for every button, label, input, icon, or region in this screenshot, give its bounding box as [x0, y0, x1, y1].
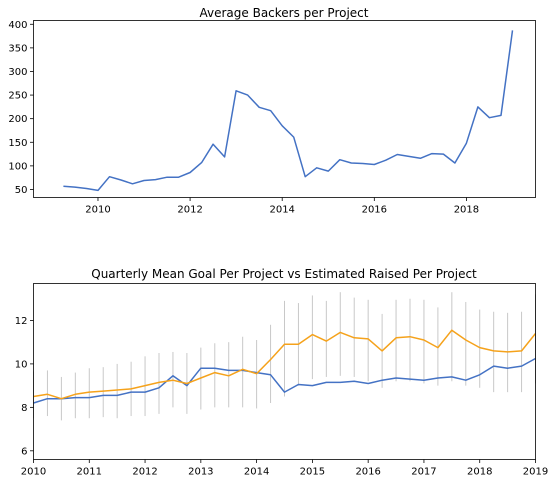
- y-tick-label: 350: [8, 43, 27, 54]
- y-tick-label: 150: [8, 138, 27, 149]
- x-tick-label: 2018: [454, 205, 479, 216]
- chart-title: Average Backers per Project: [200, 6, 369, 20]
- chart-title: Quarterly Mean Goal Per Project vs Estim…: [91, 267, 477, 281]
- x-tick-label: 2018: [467, 467, 492, 478]
- y-tick-label: 6: [21, 446, 27, 457]
- x-tick-label: 2010: [85, 205, 110, 216]
- series-line-1: [63, 30, 514, 192]
- y-tick-label: 50: [15, 185, 28, 196]
- x-tick-label: 2010: [21, 467, 46, 478]
- x-tick-label: 2014: [269, 205, 294, 216]
- plot-frame: [33, 283, 536, 460]
- y-tick-label: 100: [8, 161, 27, 172]
- x-tick-label: 2016: [362, 205, 387, 216]
- y-tick-label: 12: [15, 316, 28, 327]
- chart-goal-vs-raised: Quarterly Mean Goal Per Project vs Estim…: [15, 267, 548, 478]
- x-tick-label: 2016: [355, 467, 380, 478]
- chart-backers: Average Backers per Project 2010 2012 2014…: [8, 6, 536, 216]
- x-tick-label: 2019: [523, 467, 548, 478]
- y-tick-label: 300: [8, 67, 27, 78]
- plot-frame: [33, 20, 536, 198]
- x-tick-label: 2011: [77, 467, 102, 478]
- x-tick-label: 2013: [188, 467, 213, 478]
- x-tick-label: 2012: [177, 205, 202, 216]
- y-tick-label: 10: [15, 359, 28, 370]
- y-tick-label: 8: [21, 403, 27, 414]
- x-tick-label: 2015: [300, 467, 325, 478]
- y-tick-label: 250: [8, 91, 27, 102]
- y-tick-label: 400: [8, 20, 27, 31]
- series-line-1: [33, 357, 536, 404]
- x-tick-label: 2014: [244, 467, 269, 478]
- y-tick-label: 200: [8, 114, 27, 125]
- x-tick-label: 2017: [411, 467, 436, 478]
- x-tick-label: 2012: [132, 467, 157, 478]
- series-line-2: [33, 329, 537, 400]
